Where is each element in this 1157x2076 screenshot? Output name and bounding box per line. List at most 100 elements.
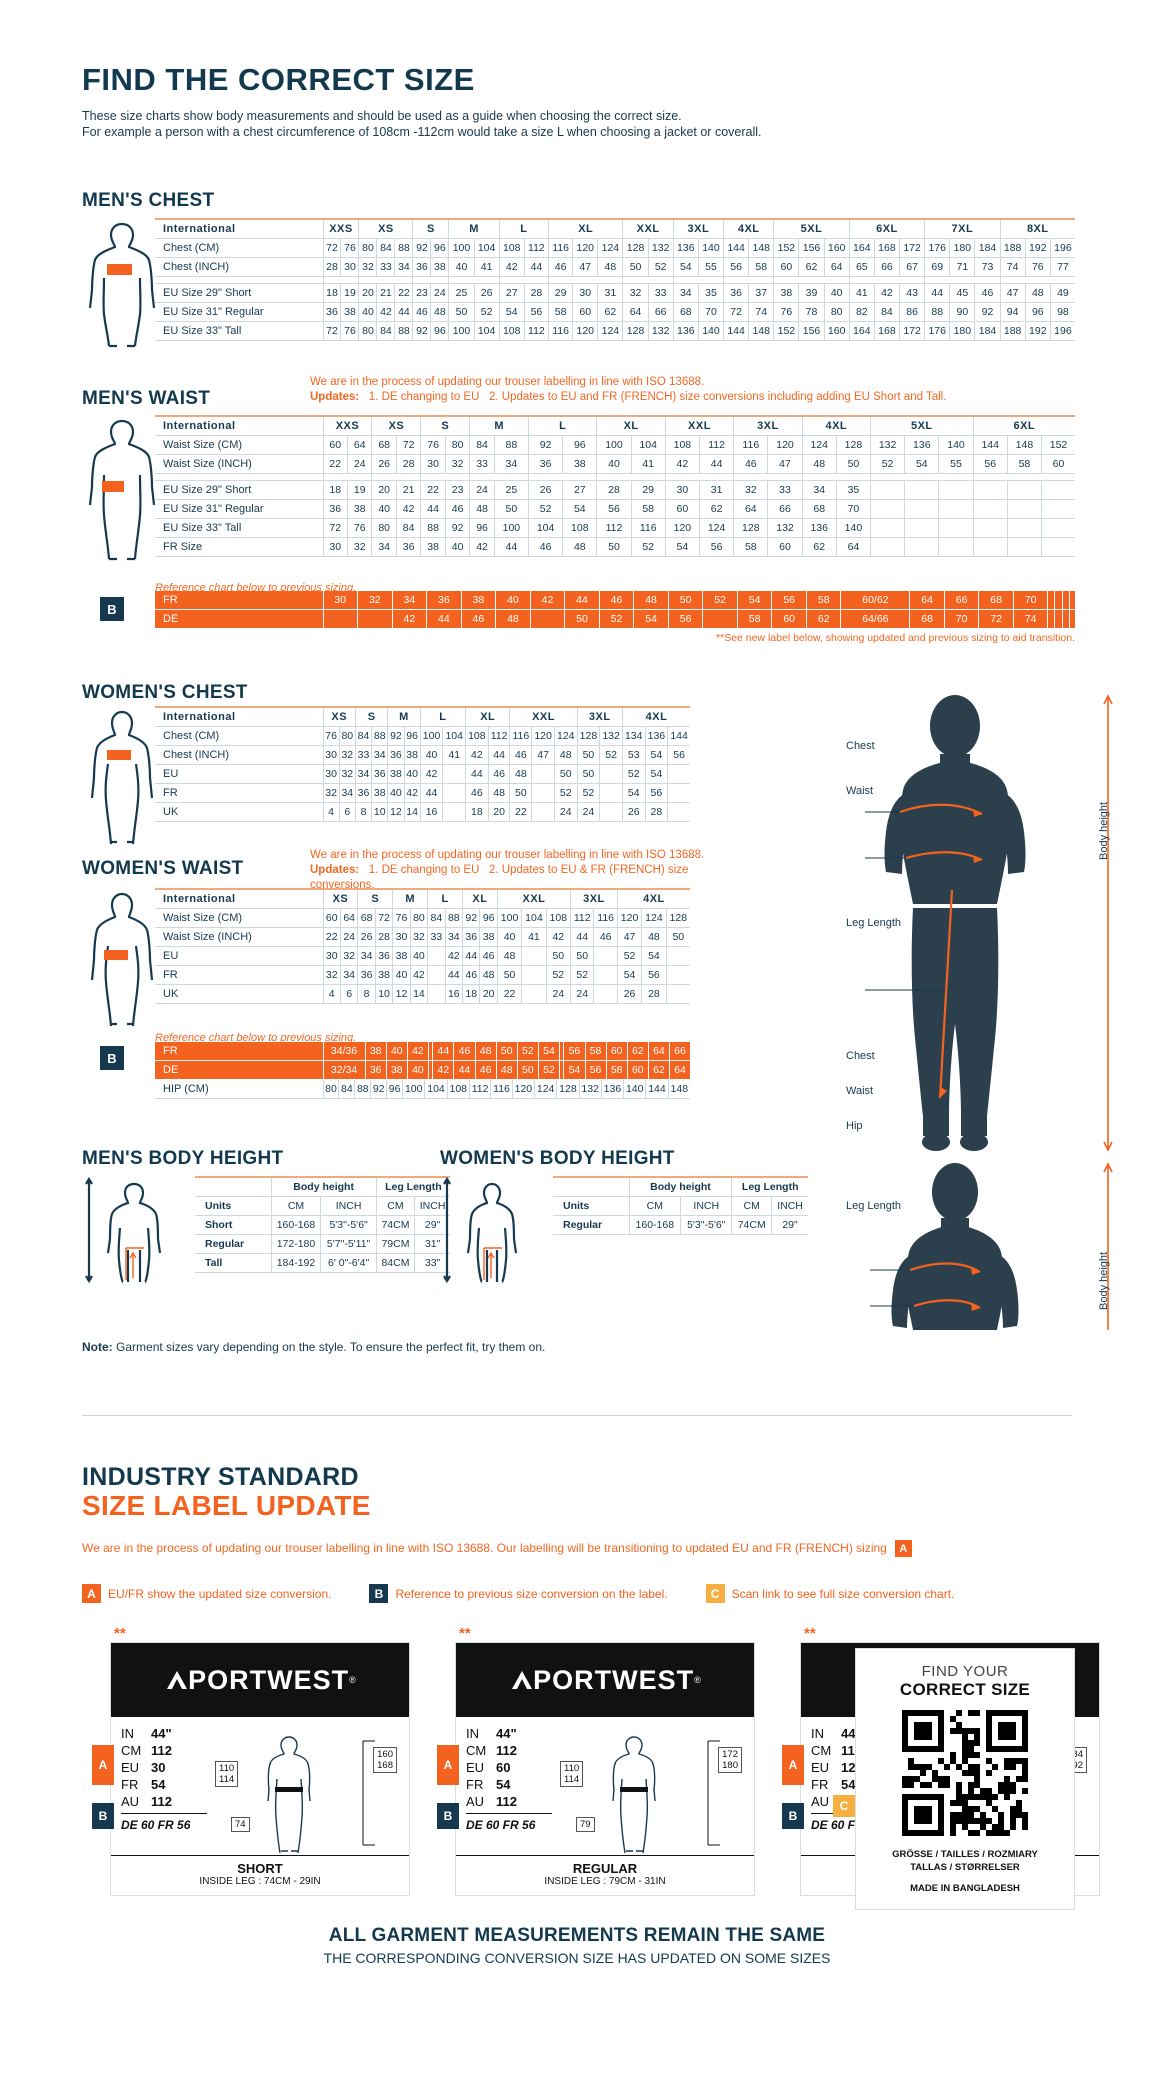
table-cell: 64 bbox=[733, 499, 769, 519]
bh-cell: 184-192 bbox=[271, 1253, 322, 1273]
table-cell: 4 bbox=[322, 802, 340, 822]
bh-header-row: Body height Leg Length bbox=[195, 1176, 450, 1197]
table-row: EU Size 33" Tall 72 76 80 84 88 92 96 100 104 108 1… bbox=[155, 518, 1075, 538]
size-header-cell: 4XL bbox=[616, 888, 690, 909]
table-cell: 100 bbox=[596, 435, 632, 455]
ref-cell: 36 bbox=[365, 1060, 387, 1079]
ref-cell: 70 bbox=[944, 609, 980, 628]
table-cell: 132 bbox=[870, 435, 906, 455]
table-cell: 30 bbox=[322, 537, 348, 557]
table-cell: 52 bbox=[621, 764, 646, 784]
size-header-cell: L bbox=[427, 888, 463, 909]
table-cell: 64 bbox=[340, 908, 359, 928]
qr-code-icon[interactable] bbox=[866, 1710, 1064, 1836]
table-row: EU Size 29" Short 18 19 20 21 22 23 24 25 26 27 28 2… bbox=[155, 283, 1075, 303]
table-cell: 112 bbox=[468, 1080, 492, 1099]
table-cell: 73 bbox=[974, 257, 1001, 277]
label-stars: ** bbox=[459, 1625, 471, 1642]
table-cell bbox=[593, 965, 618, 985]
table-cell: 104 bbox=[474, 238, 500, 258]
table-cell: 40 bbox=[358, 302, 378, 322]
table-cell: 84 bbox=[874, 302, 901, 322]
table-cell: 47 bbox=[767, 454, 803, 474]
womens-waist-ref-badge: B bbox=[100, 1046, 124, 1070]
size-header-cell: XL bbox=[465, 706, 511, 727]
table-cell: 30 bbox=[392, 927, 411, 947]
size-header-cell: 5XL bbox=[870, 415, 974, 436]
bh-units-row: Units CM INCH CM INCH bbox=[195, 1196, 450, 1216]
table-cell: 144 bbox=[972, 435, 1008, 455]
table-cell: 140 bbox=[698, 321, 725, 341]
mens-chest-table: International XXS XS S M L XL XXL 3XL 4XL 5XL 6XL 7X… bbox=[155, 218, 1075, 341]
table-cell: 52 bbox=[474, 302, 500, 322]
womens-waist-note-line2: Updates: 1. DE changing to EU 2. Updates… bbox=[310, 863, 710, 893]
mens-chest-title: MEN'S CHEST bbox=[82, 190, 215, 211]
table-cell: 58 bbox=[733, 537, 769, 557]
table-cell: 44 bbox=[461, 946, 481, 966]
table-row-label: International bbox=[155, 415, 324, 436]
table-cell: 38 bbox=[420, 537, 446, 557]
ref-cell: 64 bbox=[648, 1042, 671, 1061]
table-cell: 22 bbox=[322, 927, 341, 947]
table-cell: 44 bbox=[394, 302, 414, 322]
table-row: EU Size 33" Tall 72 76 80 84 88 92 96 100 104 108 1… bbox=[155, 321, 1075, 341]
table-cell: 108 bbox=[664, 435, 701, 455]
bh-cell: 74CM bbox=[376, 1215, 416, 1235]
mens-waist-note-line1: We are in the process of updating our tr… bbox=[310, 376, 705, 388]
diagram-label-female-waist: Waist bbox=[846, 1085, 874, 1097]
table-cell: 140 bbox=[623, 1080, 647, 1099]
table-cell: 48 bbox=[469, 499, 495, 519]
diagram-label-male-leg-length: Leg Length bbox=[846, 917, 902, 929]
table-cell: 42 bbox=[410, 965, 429, 985]
table-cell: 188 bbox=[999, 321, 1026, 341]
womens-waist-update-1: 1. DE changing to EU bbox=[368, 864, 480, 876]
table-cell: 52 bbox=[648, 257, 674, 277]
table-cell: 54 bbox=[621, 783, 646, 803]
spec-value: 44" bbox=[496, 1726, 517, 1741]
table-cell: 164 bbox=[848, 238, 875, 258]
ref-cell: 66 bbox=[944, 591, 980, 610]
table-cell: 92 bbox=[387, 726, 405, 746]
row-label: FR bbox=[155, 965, 324, 985]
table-cell: 69 bbox=[924, 257, 951, 277]
size-header-cell: XL bbox=[547, 218, 624, 239]
table-cell: 44 bbox=[494, 537, 529, 557]
spec-row: CM 112 bbox=[121, 1742, 207, 1759]
womens-chest-figure bbox=[82, 706, 162, 846]
model-diagrams bbox=[840, 690, 1130, 1574]
ref-cell: 60 bbox=[627, 1060, 649, 1079]
table-cell: 156 bbox=[798, 321, 825, 341]
ref-cell: 74 bbox=[1013, 609, 1049, 628]
ref-cell: 50 bbox=[564, 609, 600, 628]
table-cell: 68 bbox=[357, 908, 376, 928]
table-cell: 124 bbox=[801, 435, 837, 455]
womens-waist-note-line1: We are in the process of updating our tr… bbox=[310, 849, 705, 861]
spec-value: 112 bbox=[151, 1743, 172, 1758]
bh-cell: 31" bbox=[414, 1234, 450, 1254]
table-cell: 28 bbox=[375, 927, 394, 947]
ref-cell: 54 bbox=[563, 1060, 586, 1079]
ref-cell: 50 bbox=[668, 591, 704, 610]
ref-cell: 32/34 bbox=[323, 1060, 366, 1079]
ref-cell: 44 bbox=[426, 609, 462, 628]
table-cell: 96 bbox=[562, 435, 598, 455]
table-cell: 33 bbox=[469, 454, 495, 474]
mens-chest-table-wrap: International XXS XS S M L XL XXL 3XL 4XL 5XL 6XL 7X… bbox=[155, 218, 1075, 341]
fit-name: SHORT bbox=[237, 1861, 283, 1876]
size-header-cell: S bbox=[357, 888, 394, 909]
table-cell: 42 bbox=[469, 537, 495, 557]
table-cell: 84 bbox=[376, 238, 396, 258]
table-cell: 62 bbox=[597, 302, 624, 322]
size-header-cell: 4XL bbox=[801, 415, 872, 436]
qr-card[interactable]: FIND YOUR CORRECT SIZE GRÖSSE / TAILLES … bbox=[855, 1648, 1075, 1910]
mens-waist-table: International XXS XS S M L XL XXL 3XL 4XL 5XL 6XL Wa… bbox=[155, 415, 1075, 557]
table-cell: 38 bbox=[479, 927, 498, 947]
table-cell: 48 bbox=[430, 302, 450, 322]
row-label: Chest (CM) bbox=[155, 238, 324, 258]
ref-cell bbox=[1047, 609, 1056, 628]
table-cell: 32 bbox=[622, 283, 649, 303]
table-cell: 42 bbox=[664, 454, 701, 474]
ref-cell: 56 bbox=[771, 591, 807, 610]
table-cell: 50 bbox=[576, 745, 601, 765]
bh-row: Short 160-168 5'3"-5'6" 74CM 29" bbox=[195, 1215, 450, 1235]
